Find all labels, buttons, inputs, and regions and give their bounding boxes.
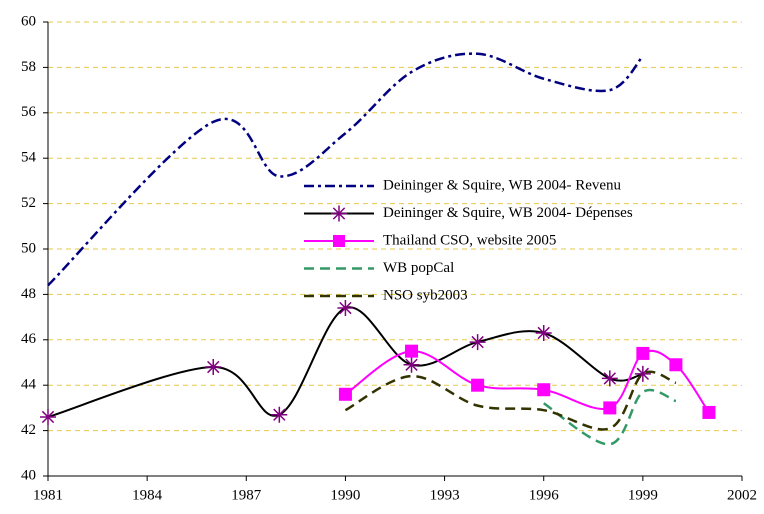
x-tick-label: 1984 bbox=[132, 487, 163, 503]
series-line bbox=[543, 388, 677, 446]
data-point bbox=[405, 344, 419, 358]
data-point bbox=[702, 405, 716, 419]
data-point bbox=[603, 401, 617, 415]
legend-marker bbox=[333, 235, 345, 247]
data-point bbox=[271, 406, 288, 423]
legend-label: Deininger & Squire, WB 2004- Revenu bbox=[383, 177, 622, 193]
y-tick-label: 54 bbox=[21, 150, 37, 166]
data-point bbox=[40, 408, 56, 425]
y-tick-label: 44 bbox=[21, 377, 37, 393]
y-tick-label: 46 bbox=[21, 331, 37, 347]
legend-label: WB popCal bbox=[383, 260, 454, 276]
data-point bbox=[535, 324, 552, 341]
x-tick-label: 1987 bbox=[231, 487, 262, 503]
data-point bbox=[338, 387, 352, 401]
data-point bbox=[601, 370, 618, 387]
legend-marker bbox=[331, 205, 347, 222]
legend-label: NSO syb2003 bbox=[383, 287, 468, 303]
x-tick-label: 1993 bbox=[430, 487, 460, 503]
data-point bbox=[205, 359, 222, 376]
y-tick-label: 42 bbox=[21, 422, 36, 438]
legend-label: Deininger & Squire, WB 2004- Dépenses bbox=[383, 205, 633, 221]
data-point bbox=[634, 365, 651, 382]
x-tick-label: 1981 bbox=[33, 487, 63, 503]
data-point bbox=[669, 358, 683, 372]
data-point bbox=[469, 334, 486, 351]
y-tick-label: 48 bbox=[21, 286, 36, 302]
series-line bbox=[344, 349, 710, 414]
y-tick-label: 52 bbox=[21, 195, 36, 211]
legend-label: Thailand CSO, website 2005 bbox=[383, 232, 556, 248]
data-point bbox=[537, 383, 551, 397]
data-point bbox=[636, 346, 650, 360]
y-tick-label: 50 bbox=[21, 240, 36, 256]
data-point bbox=[403, 356, 420, 373]
y-tick-label: 56 bbox=[21, 104, 37, 120]
y-tick-label: 58 bbox=[21, 59, 36, 75]
y-tick-label: 40 bbox=[21, 467, 36, 483]
series-line bbox=[344, 370, 677, 431]
data-point bbox=[471, 378, 485, 392]
data-point bbox=[337, 300, 354, 317]
x-tick-label: 1990 bbox=[330, 487, 360, 503]
x-tick-label: 1999 bbox=[628, 487, 658, 503]
y-tick-label: 60 bbox=[21, 13, 36, 29]
x-tick-label: 2002 bbox=[727, 487, 757, 503]
x-tick-label: 1996 bbox=[529, 487, 560, 503]
series-line bbox=[47, 52, 644, 287]
